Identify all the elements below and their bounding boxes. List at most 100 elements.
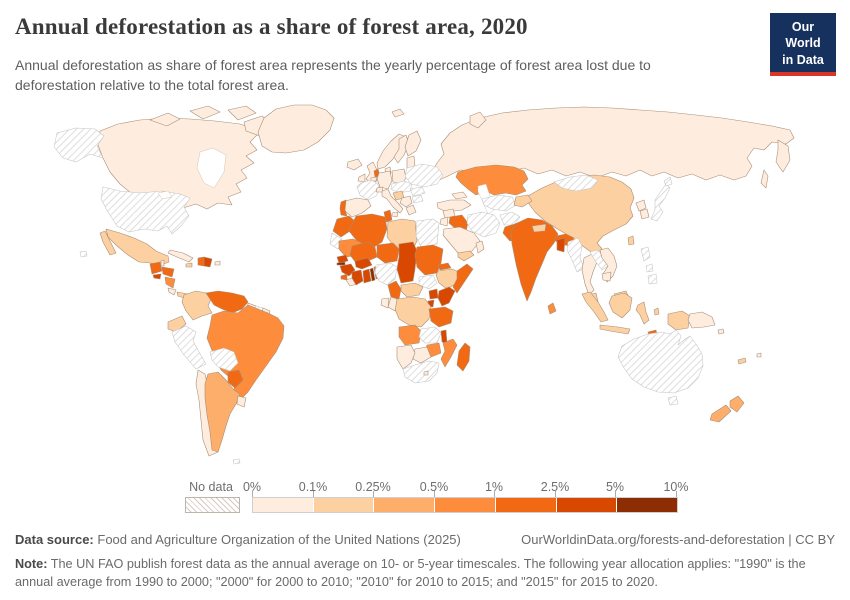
legend-bin-1[interactable] — [253, 498, 314, 512]
country-germany[interactable] — [376, 170, 393, 190]
country-yemen[interactable] — [457, 250, 475, 262]
country-tunisia[interactable] — [383, 209, 393, 223]
country-bangladesh[interactable] — [556, 237, 566, 253]
country-spain[interactable] — [342, 197, 372, 218]
country-venezuela[interactable] — [205, 290, 249, 314]
country-balkans[interactable] — [399, 195, 413, 208]
country-oman[interactable] — [475, 240, 485, 254]
country-nepal[interactable] — [531, 223, 547, 233]
country-falkland-islands[interactable] — [232, 458, 241, 465]
country-congo[interactable] — [387, 296, 398, 312]
country-indonesia-java[interactable] — [599, 324, 631, 335]
country-russia-novaya-zemlya[interactable] — [469, 111, 487, 129]
country-australia-tasmania[interactable] — [667, 395, 679, 406]
country-eritrea[interactable] — [437, 262, 452, 271]
country-canada-island-3[interactable] — [227, 105, 257, 121]
country-guatemala[interactable] — [149, 261, 163, 275]
country-haiti[interactable] — [197, 256, 205, 267]
country-tanzania[interactable] — [428, 306, 454, 328]
country-russia-kamchatka[interactable] — [775, 139, 791, 173]
country-sierra-leone[interactable] — [340, 273, 348, 281]
country-algeria[interactable] — [348, 213, 388, 251]
country-egypt[interactable] — [415, 218, 440, 248]
country-argentina[interactable] — [204, 371, 241, 453]
footer-link[interactable]: OurWorldinData.org/forests-and-deforesta… — [521, 532, 835, 547]
country-new-zealand-north[interactable] — [729, 395, 745, 413]
country-indonesia-sulawesi[interactable] — [635, 301, 650, 325]
country-sri-lanka[interactable] — [547, 302, 557, 315]
country-hawaii[interactable] — [79, 250, 88, 258]
country-cameroon[interactable] — [387, 280, 402, 300]
country-cuba[interactable] — [167, 249, 194, 263]
country-svalbard[interactable] — [391, 108, 405, 118]
country-belize[interactable] — [160, 259, 165, 267]
country-philippines-visayas[interactable] — [645, 263, 654, 273]
country-france[interactable] — [356, 179, 381, 201]
country-drc[interactable] — [394, 296, 432, 328]
country-afghanistan[interactable] — [499, 211, 521, 226]
country-mozambique[interactable] — [440, 338, 458, 368]
country-mexico-baja[interactable] — [99, 230, 117, 256]
country-peru[interactable] — [171, 325, 207, 370]
country-solomon-islands[interactable] — [717, 328, 725, 335]
country-niger[interactable] — [376, 242, 400, 264]
country-iran[interactable] — [466, 211, 501, 238]
country-puerto-rico[interactable] — [214, 260, 221, 266]
legend-bin-2[interactable] — [313, 498, 375, 512]
country-italy-sicily[interactable] — [391, 211, 399, 218]
country-ireland[interactable] — [357, 173, 366, 183]
country-turkey[interactable] — [436, 199, 472, 213]
country-saudi-arabia[interactable] — [442, 226, 481, 254]
country-canada-island-1[interactable] — [149, 112, 181, 127]
country-australia[interactable] — [617, 329, 704, 394]
country-indonesia-maluku[interactable] — [653, 307, 660, 316]
country-italy[interactable] — [381, 188, 404, 214]
country-south-sudan[interactable] — [418, 274, 438, 290]
country-namibia[interactable] — [396, 344, 416, 370]
country-new-zealand-south[interactable] — [709, 404, 732, 423]
country-portugal[interactable] — [339, 199, 348, 217]
country-papua-new-guinea[interactable] — [687, 311, 716, 329]
country-usa[interactable] — [100, 186, 191, 235]
country-sudan[interactable] — [414, 244, 444, 276]
legend-bin-7[interactable] — [617, 498, 678, 512]
country-caucasus[interactable] — [451, 191, 468, 200]
country-north-korea[interactable] — [635, 199, 647, 212]
country-uruguay[interactable] — [236, 395, 247, 408]
country-jordan-israel[interactable] — [439, 216, 449, 227]
country-south-korea[interactable] — [639, 208, 650, 220]
country-togo[interactable] — [369, 267, 376, 282]
country-el-salvador[interactable] — [152, 273, 162, 280]
country-zambia[interactable] — [418, 326, 442, 344]
country-mali[interactable] — [349, 241, 378, 264]
legend-bin-3[interactable] — [374, 498, 436, 512]
country-romania[interactable] — [409, 186, 426, 197]
country-nicaragua[interactable] — [164, 276, 176, 289]
country-switzerland[interactable] — [375, 186, 384, 193]
country-paraguay[interactable] — [227, 369, 244, 389]
country-kazakhstan[interactable] — [455, 164, 529, 196]
country-costa-rica[interactable] — [167, 287, 177, 296]
country-lesotho[interactable] — [423, 370, 429, 376]
country-honduras[interactable] — [161, 266, 175, 278]
legend-bin-4[interactable] — [435, 498, 496, 512]
country-canada-island-2[interactable] — [189, 105, 221, 120]
country-dominican-republic[interactable] — [203, 256, 213, 268]
country-senegal[interactable] — [336, 254, 349, 264]
legend-no-data-swatch[interactable] — [185, 497, 240, 513]
country-russia[interactable] — [431, 106, 795, 182]
country-angola[interactable] — [398, 324, 422, 346]
country-central-african-republic[interactable] — [400, 282, 424, 298]
country-kyrgyzstan-tajikistan[interactable] — [513, 194, 533, 208]
country-mongolia[interactable] — [553, 174, 599, 192]
country-gabon[interactable] — [380, 297, 390, 309]
country-japan-hokkaido[interactable] — [663, 176, 673, 187]
country-india[interactable] — [510, 217, 559, 302]
country-fiji[interactable] — [756, 352, 762, 358]
country-indonesia-papua[interactable] — [667, 310, 691, 331]
country-finland[interactable] — [404, 130, 422, 157]
country-bolivia[interactable] — [209, 347, 239, 372]
country-mexico[interactable] — [105, 228, 170, 266]
legend-bin-6[interactable] — [556, 498, 618, 512]
country-new-caledonia[interactable] — [737, 357, 747, 365]
